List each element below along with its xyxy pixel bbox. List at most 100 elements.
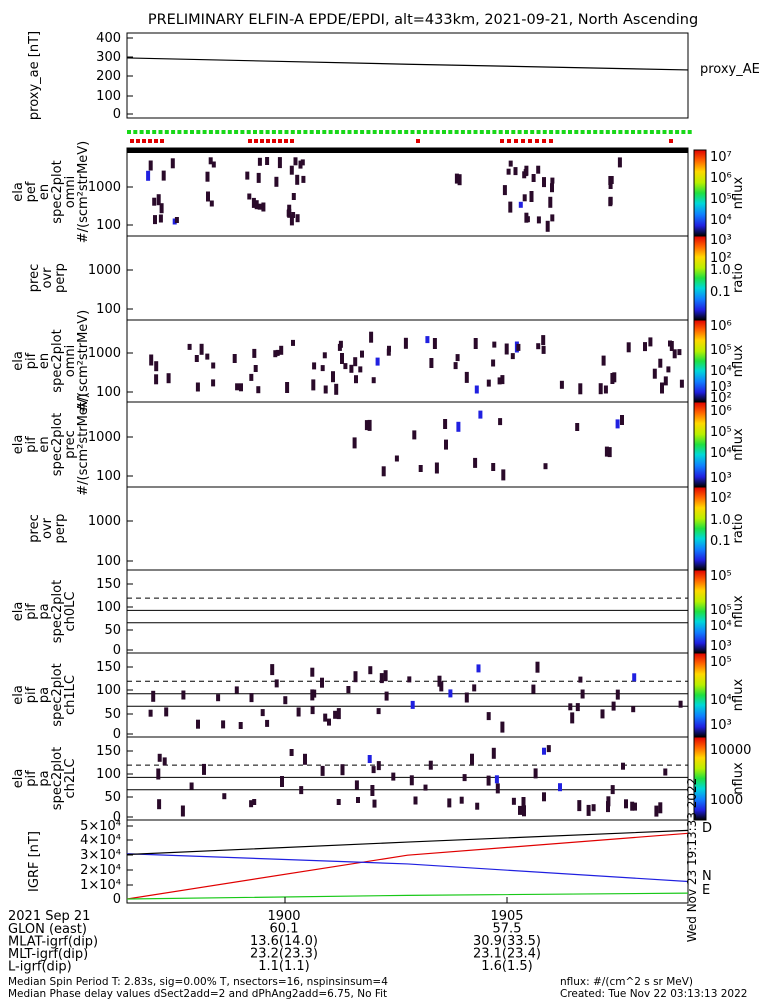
status-flag-green <box>265 130 270 134</box>
footer-note: Created: Tue Nov 22 03:13:13 2022 <box>560 988 747 1000</box>
y-axis-label: pa <box>37 603 52 619</box>
y-tick-label: 200 <box>96 69 121 84</box>
flux-pixel <box>157 753 162 762</box>
flux-pixel <box>617 157 622 168</box>
flux-pixel <box>669 341 674 351</box>
flux-pixel <box>381 466 386 477</box>
status-flag-green <box>423 130 428 134</box>
vertical-stamp: Wed Nov 23 19:13:33 2022 <box>685 778 699 943</box>
footer-col1-value: 60.1 <box>270 922 299 937</box>
colorbar-tick-label: 10000 <box>710 743 751 758</box>
colorbar-tick-label: 10⁵ <box>710 425 732 440</box>
y-axis-label: ovr <box>40 267 55 289</box>
y-tick-label: 50 <box>104 623 121 638</box>
flux-pixel <box>510 353 515 360</box>
flux-pixel <box>151 690 156 702</box>
status-flag-green <box>599 130 604 134</box>
status-flag-green <box>139 130 144 134</box>
flux-pixel <box>621 762 625 770</box>
flux-pixel <box>310 706 315 715</box>
legend-label: E <box>702 883 710 898</box>
colorbar-tick-label: 0.1 <box>710 534 731 549</box>
status-flag-green <box>177 130 182 134</box>
flux-pixel <box>394 455 399 462</box>
status-flag-green <box>145 130 150 134</box>
flux-pixel <box>277 157 282 169</box>
flux-pixel <box>615 689 620 700</box>
y-tick-label: 3×10⁴ <box>80 848 121 863</box>
flux-pixel <box>239 383 243 392</box>
flux-pixel <box>285 382 290 393</box>
flux-pixel <box>349 364 354 373</box>
status-flag-green <box>416 130 421 134</box>
flux-pixel <box>473 338 478 349</box>
flux-pixel <box>301 175 306 183</box>
flux-pixel <box>199 343 204 355</box>
y-tick-label: 1000 <box>88 263 121 278</box>
flux-pixel <box>232 354 237 363</box>
flux-pixel <box>610 373 615 384</box>
flux-pixel <box>216 694 221 702</box>
legend-label: N <box>702 869 712 884</box>
status-flag-red <box>248 139 252 143</box>
flux-pixel <box>432 338 437 349</box>
series-line-proxy_AE <box>126 57 689 71</box>
flux-pixel <box>437 675 442 687</box>
footer-note: nflux: #/(cm^2 s sr MeV) <box>560 976 693 988</box>
colorbar-tick-label: 10⁵ <box>710 343 732 358</box>
flux-pixel <box>550 177 555 184</box>
flux-pixel <box>148 709 153 717</box>
y-tick-label: 150 <box>96 744 121 759</box>
status-flag-green <box>215 130 220 134</box>
flux-pixel <box>170 158 175 169</box>
flux-pixel <box>521 797 526 807</box>
flux-pixel <box>161 170 166 181</box>
flux-pixel <box>610 785 615 795</box>
flux-pixel <box>156 768 161 780</box>
status-flag-red <box>142 139 146 143</box>
y-tick-label: 1000 <box>88 346 121 361</box>
y-axis-label: prec <box>63 430 78 458</box>
panel-frame-6 <box>126 569 689 654</box>
footer-date: 2021 Sep 21 <box>8 909 90 924</box>
status-flag-green <box>347 130 352 134</box>
flux-pixel <box>464 371 469 383</box>
flux-pixel <box>472 684 477 692</box>
colorbar-tick-label: 10² <box>710 251 732 266</box>
colorbar <box>693 736 707 821</box>
y-tick-label: 50 <box>104 790 121 805</box>
flux-pixel <box>454 173 459 184</box>
flux-pixel <box>604 446 609 457</box>
flux-pixel <box>333 710 338 719</box>
flux-pixel <box>575 703 580 712</box>
y-axis-label: pef <box>24 181 39 202</box>
y-axis-label: omni <box>63 345 78 377</box>
flux-pixel <box>444 439 448 450</box>
flux-pixel <box>360 350 364 358</box>
flux-pixel <box>577 800 582 812</box>
colorbar <box>693 149 707 237</box>
flux-pixel <box>608 183 613 189</box>
flux-pixel <box>296 707 301 717</box>
panel-frame-9 <box>126 819 689 904</box>
figure-title: PRELIMINARY ELFIN-A EPDE/EPDI, alt=433km… <box>148 12 698 28</box>
flux-pixel <box>222 793 227 800</box>
flux-pixel <box>598 383 603 395</box>
flux-pixel <box>337 343 342 351</box>
flux-pixel <box>148 160 153 171</box>
status-flag-red <box>136 139 140 143</box>
status-flag-green <box>662 130 667 134</box>
flux-pixel <box>550 214 555 222</box>
status-flag-green <box>467 130 472 134</box>
flux-pixel <box>384 691 389 701</box>
flux-pixel <box>256 172 261 183</box>
flux-pixel <box>409 775 414 786</box>
footer-row-label: MLT-igrf(dip) <box>8 947 88 962</box>
colorbar <box>693 486 707 571</box>
flux-pixel <box>274 176 279 187</box>
y-axis-label: en <box>37 184 52 200</box>
status-flag-green <box>580 130 585 134</box>
flux-pixel <box>439 681 444 692</box>
y-tick-label: 0 <box>113 727 121 742</box>
